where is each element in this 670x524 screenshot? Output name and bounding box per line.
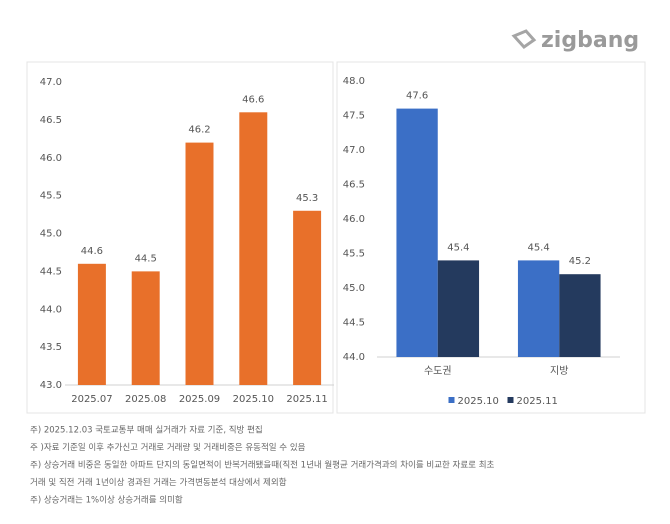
y-tick-label: 46.5: [40, 115, 62, 126]
bar: [185, 142, 214, 385]
logo: zigbang: [541, 28, 639, 53]
bar: [559, 274, 601, 357]
bar: [517, 260, 560, 357]
footnote: 주) 상승거래는 1%이상 상승거래를 의미함: [30, 495, 183, 506]
y-tick-label: 45.0: [343, 283, 365, 294]
x-tick-label: 2025.11: [286, 394, 327, 405]
legend-label: 2025.10: [458, 396, 499, 407]
legend-swatch: [448, 397, 455, 403]
value-label: 45.4: [527, 242, 549, 253]
y-tick-label: 44.0: [343, 352, 365, 363]
y-tick-label: 45.0: [40, 229, 62, 240]
x-tick-label: 수도권: [424, 365, 452, 377]
y-tick-label: 48.0: [343, 76, 365, 87]
panel: [26, 61, 334, 414]
bar: [77, 263, 106, 385]
bar: [293, 210, 322, 385]
footnote: 주) 상승거래 비중은 동일한 아파트 단지의 동일면적이 반복거래됐을때(직전…: [30, 460, 495, 471]
x-tick-label: 2025.10: [233, 394, 274, 405]
y-tick-label: 44.5: [343, 318, 365, 329]
bar: [396, 108, 438, 357]
bar: [437, 260, 480, 357]
value-label: 44.5: [135, 253, 157, 264]
legend-swatch: [507, 397, 514, 403]
y-tick-label: 45.5: [343, 249, 365, 260]
value-label: 46.2: [188, 125, 210, 136]
value-label: 44.6: [81, 246, 103, 257]
footnote: 거래 및 직전 거래 1년이상 경과된 거래는 가격변동분석 대상에서 제외함: [30, 477, 287, 488]
footnote: 주) 2025.12.03 국토교통부 매매 실거래가 자료 기준, 직방 편집: [30, 425, 263, 436]
bar: [239, 112, 268, 386]
y-tick-label: 46.0: [40, 153, 62, 164]
x-tick-label: 지방: [550, 365, 568, 377]
value-label: 46.6: [242, 94, 264, 105]
notes: 주) 2025.12.03 국토교통부 매매 실거래가 자료 기준, 직방 편집…: [30, 425, 495, 506]
value-label: 45.3: [296, 193, 318, 204]
x-tick-label: 2025.08: [125, 394, 166, 405]
y-tick-label: 47.0: [343, 145, 365, 156]
y-tick-label: 46.0: [343, 214, 365, 225]
y-tick-label: 44.5: [40, 266, 62, 277]
y-tick-label: 43.0: [40, 380, 62, 391]
value-label: 45.2: [569, 256, 591, 267]
y-tick-label: 47.5: [343, 111, 365, 122]
y-tick-label: 43.5: [40, 342, 62, 353]
bar: [131, 271, 160, 385]
value-label: 45.4: [447, 242, 469, 253]
legend-label: 2025.11: [517, 396, 558, 407]
y-tick-label: 45.5: [40, 191, 62, 202]
y-tick-label: 47.0: [40, 77, 62, 88]
value-label: 47.6: [406, 91, 428, 102]
y-tick-label: 44.0: [40, 304, 62, 315]
y-tick-label: 46.5: [343, 180, 365, 191]
panel: [336, 61, 646, 414]
footnote: 주 )자료 기준일 이후 추가신고 거래로 거래량 및 거래비중은 유동적일 수…: [30, 442, 306, 453]
x-tick-label: 2025.09: [179, 394, 220, 405]
x-tick-label: 2025.07: [71, 394, 112, 405]
logo-icon: [511, 29, 537, 49]
